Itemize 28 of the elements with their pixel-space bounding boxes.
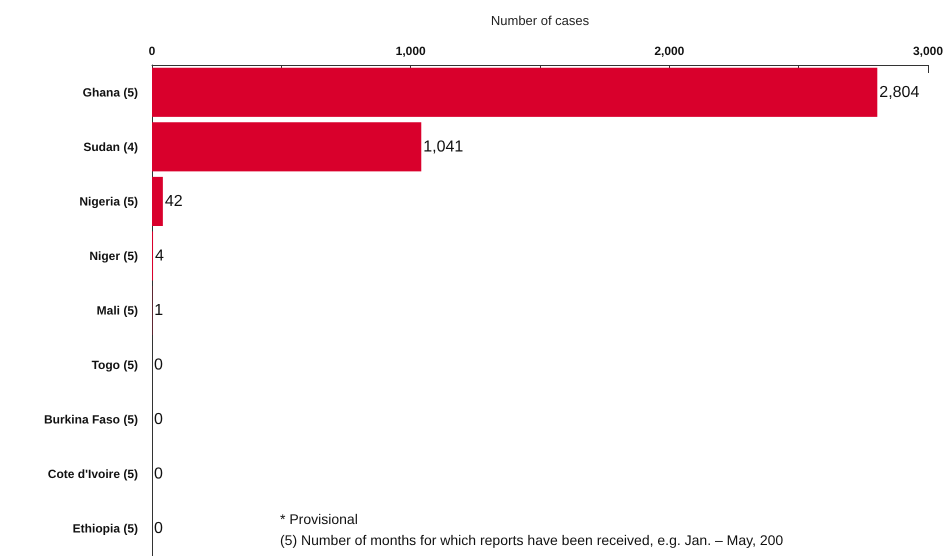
x-tick-label: 2,000 [654,44,685,58]
x-tick-label: 0 [148,44,156,58]
data-label: 4 [155,247,164,264]
bar [152,68,878,117]
annotation: * Provisional [280,511,358,527]
y-tick-label: Niger (5) [89,248,138,263]
y-tick-label: Sudan (4) [83,140,138,154]
data-label: 0 [154,411,163,428]
x-tick-label: 3,000 [912,44,944,58]
data-label: 1,041 [423,138,464,156]
data-label: 2,804 [879,84,920,101]
x-tick-label: 1,000 [396,44,426,58]
bar [152,176,163,226]
annotation: (5) Number of months for which reports have been received, e.g. Jan. – May, 200 [280,532,784,548]
y-tick-label: Ghana (5) [82,85,138,100]
bar [152,122,422,172]
y-tick-label: Nigeria (5) [79,194,138,208]
data-label: 0 [154,356,163,374]
x-axis-title: Number of cases [490,13,590,28]
data-label: 0 [154,466,163,483]
y-tick-label: Burkina Faso (5) [44,412,138,427]
data-label: 42 [164,192,183,210]
data-label: 1 [154,302,164,319]
y-tick-label: Ethiopia (5) [72,522,138,536]
y-tick-label: Mali (5) [96,304,138,318]
data-label: 0 [154,520,163,538]
y-tick-label: Cote d'Ivoire (5) [48,467,138,482]
y-tick-label: Togo (5) [92,358,138,372]
